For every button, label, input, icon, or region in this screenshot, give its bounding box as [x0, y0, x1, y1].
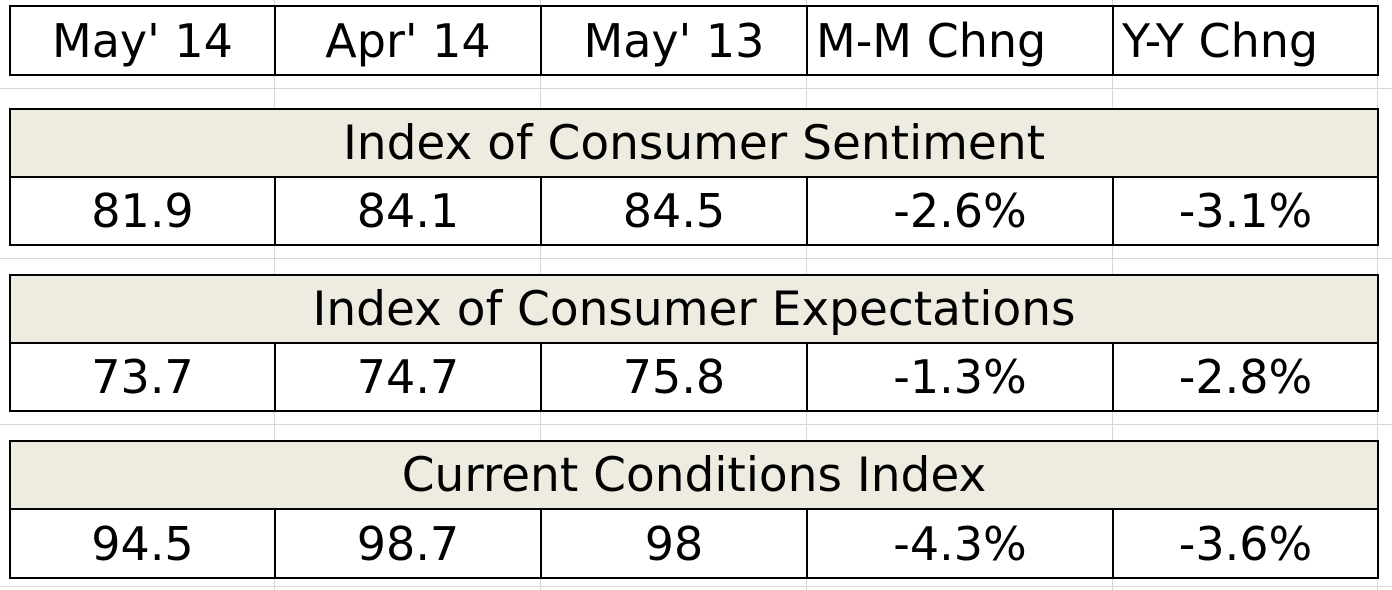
gridline [0, 258, 1392, 259]
value-cell[interactable]: 84.1 [276, 178, 542, 244]
table-row: 73.7 74.7 75.8 -1.3% -2.8% [11, 344, 1377, 410]
header-cell-yy-change[interactable]: Y-Y Chng [1122, 13, 1319, 68]
value-cell[interactable]: 98 [542, 510, 808, 577]
header-row: May' 14 Apr' 14 May' 13 M-M Chng Y-Y Chn… [9, 5, 1379, 76]
value-cell[interactable]: 74.7 [276, 344, 542, 410]
section-consumer-sentiment: Index of Consumer Sentiment 81.9 84.1 84… [9, 108, 1379, 246]
value-cell[interactable]: -2.8% [1178, 350, 1313, 404]
value-cell[interactable]: 98.7 [276, 510, 542, 577]
value-cell[interactable]: 94.5 [11, 510, 276, 577]
value-cell[interactable]: -3.6% [1178, 516, 1313, 571]
table-row: 94.5 98.7 98 -4.3% -3.6% [11, 510, 1377, 577]
value-cell[interactable]: 84.5 [542, 178, 808, 244]
value-cell[interactable]: -2.6% [808, 178, 1114, 244]
header-cell-apr14[interactable]: Apr' 14 [276, 7, 542, 74]
section-current-conditions: Current Conditions Index 94.5 98.7 98 -4… [9, 440, 1379, 579]
value-cell[interactable]: -1.3% [808, 344, 1114, 410]
header-cell-may14[interactable]: May' 14 [11, 7, 276, 74]
header-cell-may13[interactable]: May' 13 [542, 7, 808, 74]
gridline [0, 88, 1392, 89]
value-cell[interactable]: -4.3% [808, 510, 1114, 577]
section-consumer-expectations: Index of Consumer Expectations 73.7 74.7… [9, 274, 1379, 412]
gridline [0, 424, 1392, 425]
header-cell-mm-change[interactable]: M-M Chng [808, 7, 1114, 74]
section-title[interactable]: Index of Consumer Sentiment [11, 110, 1377, 178]
section-title[interactable]: Current Conditions Index [11, 442, 1377, 510]
gridline [0, 586, 1392, 587]
value-cell[interactable]: 81.9 [11, 178, 276, 244]
table-row: 81.9 84.1 84.5 -2.6% -3.1% [11, 178, 1377, 244]
section-title[interactable]: Index of Consumer Expectations [11, 276, 1377, 344]
value-cell[interactable]: 73.7 [11, 344, 276, 410]
value-cell[interactable]: 75.8 [542, 344, 808, 410]
value-cell[interactable]: -3.1% [1178, 184, 1313, 238]
